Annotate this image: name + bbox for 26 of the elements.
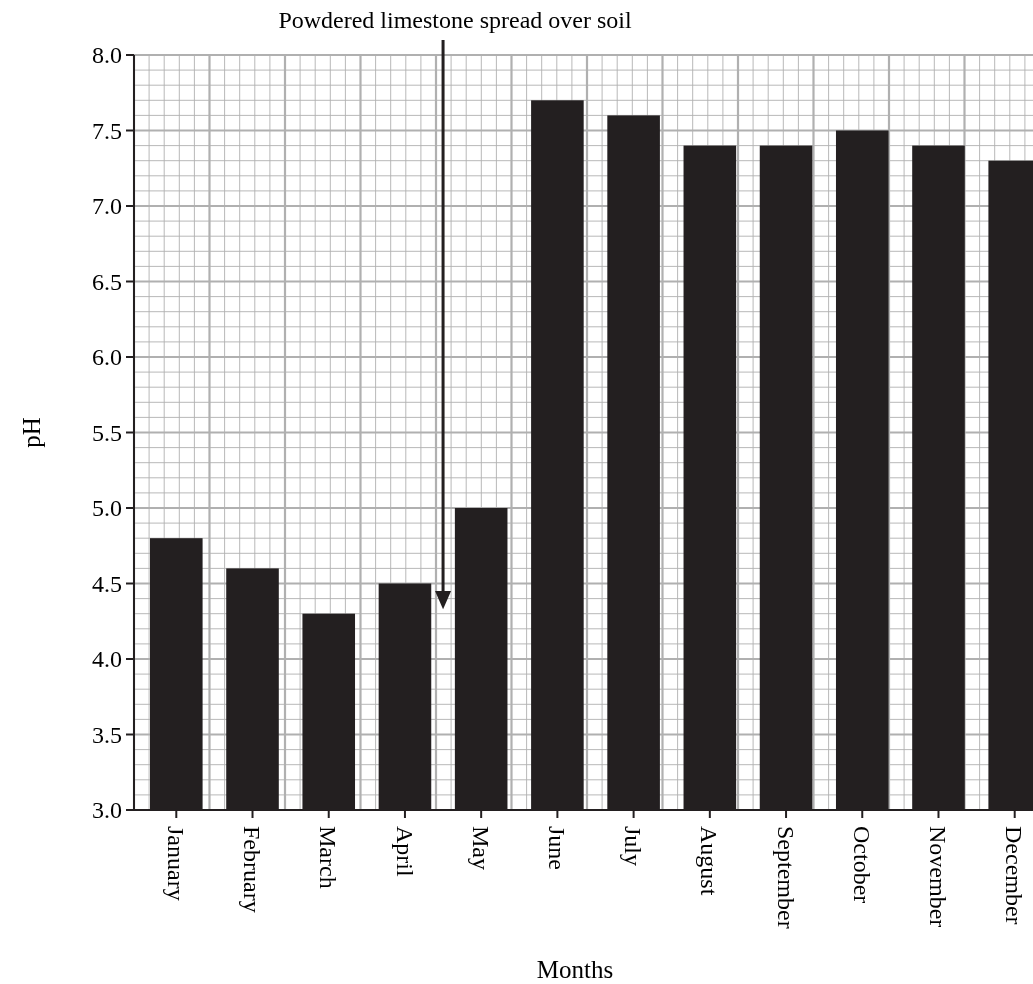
y-tick-label: 5.5 <box>92 419 122 446</box>
x-axis-title: Months <box>536 956 614 983</box>
x-tick-label: January <box>162 826 189 901</box>
y-tick-label: 8.0 <box>92 42 122 69</box>
y-tick-label: 4.0 <box>92 646 122 673</box>
x-tick-label: June <box>543 826 570 870</box>
x-tick-label: March <box>315 826 342 889</box>
y-tick-label: 3.0 <box>92 797 122 824</box>
x-tick-label: October <box>848 826 875 904</box>
text: Powdered limestone spread over soil <box>278 7 632 33</box>
x-tick-label: April <box>391 826 418 877</box>
x-tick-label: February <box>239 826 266 913</box>
y-axis-title: pH <box>18 417 45 448</box>
x-tick-label: November <box>925 826 952 928</box>
x-tick-label: May <box>467 826 494 870</box>
x-tick-label: August <box>696 826 723 896</box>
y-tick-label: 7.5 <box>92 117 122 144</box>
y-tick-label: 6.0 <box>92 344 122 371</box>
y-tick-label: 3.5 <box>92 721 122 748</box>
x-tick-label: December <box>1001 826 1028 925</box>
y-tick-label: 6.5 <box>92 268 122 295</box>
x-tick-label: September <box>772 826 799 929</box>
y-tick-label: 5.0 <box>92 495 122 522</box>
x-tick-label: July <box>620 826 647 867</box>
y-tick-label: 7.0 <box>92 193 122 220</box>
y-tick-label: 4.5 <box>92 570 122 597</box>
